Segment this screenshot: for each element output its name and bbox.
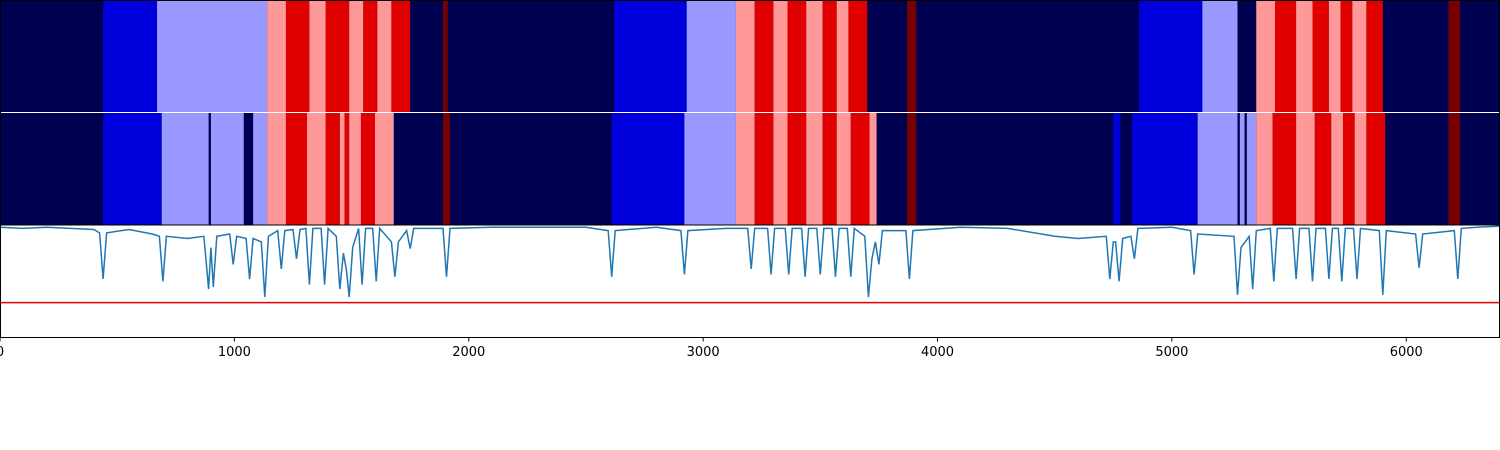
x-tick-label: 6000 (1390, 345, 1423, 360)
segment (285, 112, 308, 225)
segment (1366, 112, 1386, 225)
segment (103, 0, 158, 113)
segment (1239, 112, 1245, 225)
segment (806, 112, 823, 225)
segment (1340, 0, 1353, 113)
segment (161, 112, 209, 225)
segment (267, 112, 286, 225)
segment (836, 112, 851, 225)
segment (344, 112, 350, 225)
segment (1328, 0, 1341, 113)
segment (157, 0, 268, 113)
segment (1448, 112, 1461, 225)
segment (735, 112, 755, 225)
segment (1314, 112, 1332, 225)
segment (1139, 0, 1203, 113)
segment (787, 0, 807, 113)
segment (848, 0, 868, 113)
signal-line (0, 225, 1500, 298)
segment (339, 112, 345, 225)
x-tick-label: 0 (0, 345, 4, 360)
segment (1342, 112, 1355, 225)
segment (1272, 112, 1297, 225)
segment (363, 0, 378, 113)
segment (735, 0, 755, 113)
segment (325, 0, 350, 113)
segment (1296, 0, 1313, 113)
x-tick-label: 1000 (218, 345, 251, 360)
segment (442, 0, 448, 113)
x-tick-label: 3000 (687, 345, 720, 360)
x-tick-label: 2000 (452, 345, 485, 360)
segment (1352, 0, 1367, 113)
segment (442, 112, 450, 225)
segment (210, 112, 244, 225)
segment (1354, 112, 1367, 225)
segment (806, 0, 823, 113)
segment (307, 112, 326, 225)
segment (1256, 0, 1275, 113)
segment (377, 0, 392, 113)
segment (754, 0, 774, 113)
segment (614, 0, 687, 113)
segment (1256, 112, 1273, 225)
segment (375, 112, 394, 225)
segment (611, 112, 685, 225)
segment (850, 112, 870, 225)
x-tick-label: 4000 (921, 345, 954, 360)
segment (1132, 112, 1198, 225)
segment (773, 112, 788, 225)
segment (253, 112, 268, 225)
segment (285, 0, 310, 113)
segment (267, 0, 286, 113)
segment (391, 0, 411, 113)
segment (103, 112, 162, 225)
segment (822, 112, 837, 225)
segment (787, 112, 807, 225)
segment (325, 112, 340, 225)
segment (309, 0, 326, 113)
segment (773, 0, 788, 113)
segment (836, 0, 849, 113)
segment (1197, 112, 1238, 225)
segment (1113, 112, 1121, 225)
segment (349, 112, 361, 225)
segment (1202, 0, 1238, 113)
segment (1246, 112, 1257, 225)
x-tick-label: 5000 (1155, 345, 1188, 360)
segment (1448, 0, 1461, 113)
segment (1296, 112, 1315, 225)
segment (349, 0, 364, 113)
segment (907, 0, 917, 113)
segment (360, 112, 375, 225)
segment (869, 112, 877, 225)
segment (1366, 0, 1383, 113)
segment (822, 0, 837, 113)
segment (684, 112, 736, 225)
segment (1331, 112, 1343, 225)
segment (907, 112, 917, 225)
segment (1312, 0, 1329, 113)
segment (686, 0, 736, 113)
segment (1275, 0, 1297, 113)
segment (754, 112, 774, 225)
